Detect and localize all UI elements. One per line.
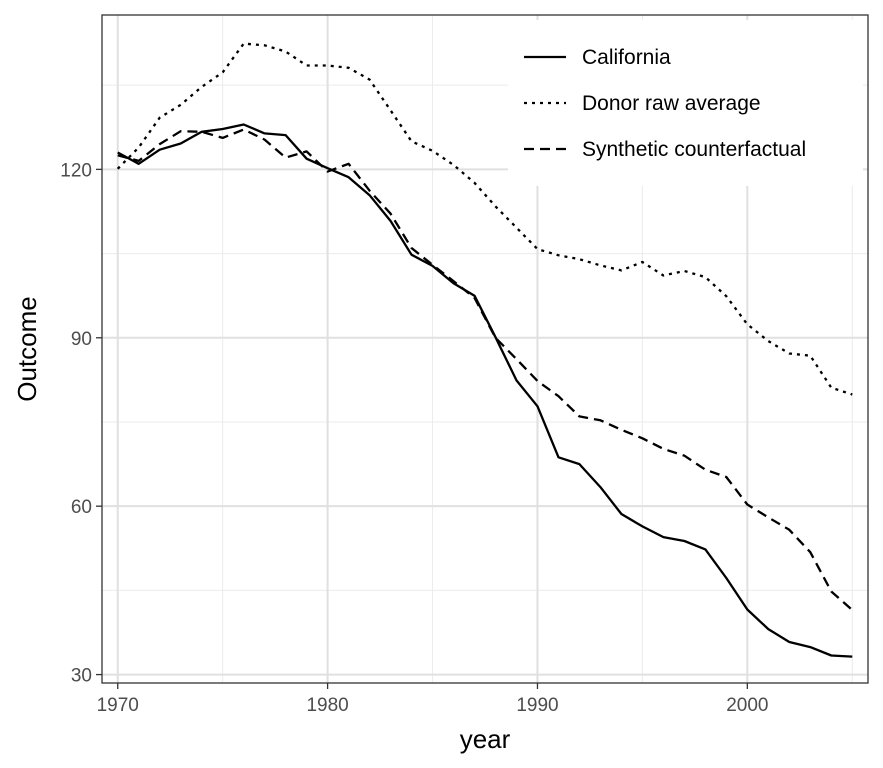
y-tick-label: 60 — [71, 497, 92, 518]
x-tick-label: 1980 — [306, 695, 348, 716]
y-tick-label: 90 — [71, 329, 92, 350]
legend-label-3: Synthetic counterfactual — [582, 138, 806, 161]
series-lines — [116, 42, 854, 658]
x-tick-label: 1990 — [516, 695, 558, 716]
x-axis: 1970 1980 1990 2000 — [97, 683, 768, 716]
legend-label-1: California — [582, 46, 671, 69]
legend: California Donor raw average Synthetic cou… — [508, 20, 863, 186]
legend-background — [508, 20, 863, 186]
x-tick-label: 2000 — [726, 695, 768, 716]
series-line-3 — [117, 128, 854, 611]
plot-border — [101, 14, 869, 684]
x-axis-title: year — [460, 724, 511, 754]
legend-label-2: Donor raw average — [582, 92, 761, 115]
y-axis: 30 60 90 120 — [60, 160, 102, 687]
y-axis-title: Outcome — [12, 296, 42, 402]
y-tick-label: 30 — [71, 666, 92, 687]
x-tick-label: 1970 — [97, 695, 139, 716]
y-tick-label: 120 — [60, 160, 92, 181]
series-line-2 — [116, 42, 853, 396]
